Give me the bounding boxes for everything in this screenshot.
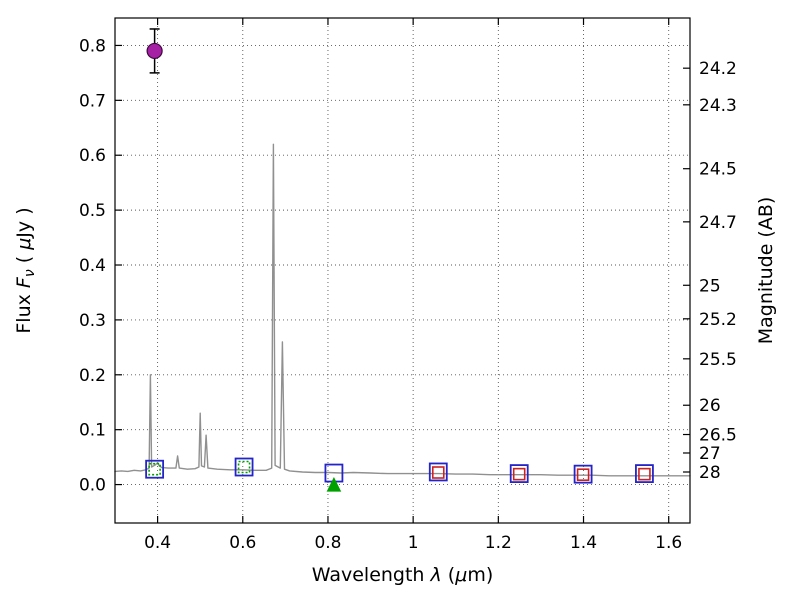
svg-text:0.4: 0.4 (144, 533, 171, 553)
svg-text:24.2: 24.2 (699, 59, 737, 79)
x-axis-label: Wavelength λ (μm) (312, 564, 493, 586)
svg-text:1: 1 (408, 533, 419, 553)
svg-text:0.6: 0.6 (229, 533, 256, 553)
y-tick-labels-left: 0.0 0.1 0.2 0.3 0.4 0.5 0.6 0.7 0.8 (79, 36, 106, 495)
svg-text:0.4: 0.4 (79, 256, 106, 276)
svg-text:25.2: 25.2 (699, 310, 737, 330)
observed-photometry (145, 457, 654, 484)
model-photometry-infrared (431, 466, 651, 481)
svg-text:0.8: 0.8 (79, 36, 106, 56)
svg-text:0.5: 0.5 (79, 201, 106, 221)
svg-text:0.2: 0.2 (79, 366, 106, 386)
svg-text:26: 26 (699, 396, 721, 416)
model-spectrum (114, 143, 691, 477)
svg-text:28: 28 (699, 463, 721, 483)
svg-text:24.7: 24.7 (699, 213, 737, 233)
axis-ticks (115, 18, 690, 523)
svg-text:1.2: 1.2 (485, 533, 512, 553)
x-tick-labels: 0.4 0.6 0.8 1 1.2 1.4 1.6 (144, 533, 682, 553)
svg-text:1.4: 1.4 (570, 533, 597, 553)
svg-text:0.8: 0.8 (314, 533, 341, 553)
y-axis-label-left: Flux Fν ( μJy ) (13, 207, 38, 333)
upper-limit-marker (326, 476, 342, 492)
svg-text:24.5: 24.5 (699, 160, 737, 180)
y-axis-label-right: Magnitude (AB) (755, 197, 777, 345)
svg-text:1.6: 1.6 (655, 533, 682, 553)
svg-text:0.1: 0.1 (79, 421, 106, 441)
svg-text:0.6: 0.6 (79, 146, 106, 166)
grid-lines (115, 18, 690, 523)
svg-text:0.3: 0.3 (79, 311, 106, 331)
plot-frame (114, 17, 691, 524)
model-photometry-optical (148, 460, 251, 476)
svg-text:0.7: 0.7 (79, 91, 106, 111)
detected-point (146, 28, 163, 74)
svg-text:26.5: 26.5 (699, 426, 737, 446)
svg-text:27: 27 (699, 444, 721, 464)
svg-text:24.3: 24.3 (699, 96, 737, 116)
svg-text:25.5: 25.5 (699, 350, 737, 370)
svg-text:0.0: 0.0 (79, 476, 106, 496)
svg-text:25: 25 (699, 276, 721, 296)
